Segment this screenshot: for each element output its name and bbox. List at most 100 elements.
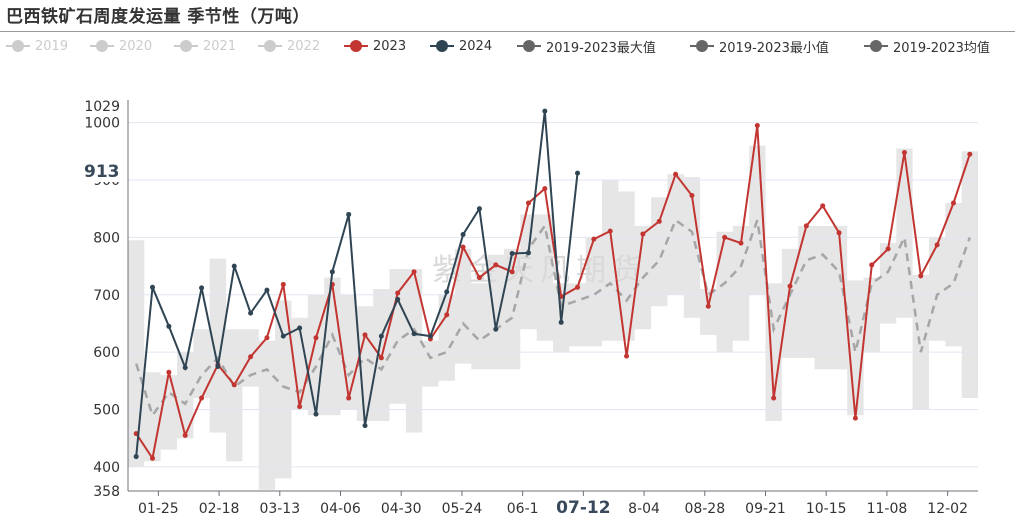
data-point-2023 [166, 369, 172, 375]
data-point-2023 [656, 218, 662, 224]
x-tick-label: 8-04 [628, 501, 660, 517]
data-point-2024 [133, 454, 139, 460]
chart-title: 巴西铁矿石周度发运量 季节性（万吨） [6, 7, 310, 27]
data-point-2023 [836, 230, 842, 236]
data-point-2024 [427, 333, 433, 339]
legend-item-2019-2023最小值[interactable]: 2019-2023最小值 [690, 36, 829, 56]
data-point-2023 [444, 312, 450, 318]
x-tick-label: 04-30 [381, 501, 422, 517]
x-axis-focus-label: 07-12 [556, 498, 610, 518]
legend-item-2019-2023均值[interactable]: 2019-2023均值 [864, 36, 990, 56]
x-tick-label: 04-06 [320, 501, 361, 517]
data-point-2024 [493, 326, 499, 332]
legend-item-2019-2023最大值[interactable]: 2019-2023最大值 [517, 36, 656, 56]
data-point-2024 [199, 285, 205, 291]
legend-swatch [174, 39, 198, 53]
data-point-2023 [754, 123, 760, 129]
title-divider [0, 31, 1015, 32]
legend-item-2023[interactable]: 2023 [344, 36, 406, 56]
data-point-2024 [248, 310, 254, 316]
data-point-2023 [411, 269, 417, 275]
legend-swatch [864, 39, 888, 53]
y-tick-label: 800 [93, 230, 120, 246]
x-tick-label: 01-25 [138, 501, 179, 517]
data-point-2023 [950, 200, 956, 206]
legend-item-2024[interactable]: 2024 [430, 36, 492, 56]
legend-swatch [90, 39, 114, 53]
data-point-2024 [346, 211, 352, 217]
data-point-2023 [378, 355, 384, 361]
x-tick-label: 10-15 [806, 501, 847, 517]
data-point-2024 [362, 423, 368, 429]
data-point-2023 [689, 193, 695, 199]
data-point-2024 [313, 411, 319, 417]
legend-swatch [344, 39, 368, 53]
data-point-2023 [722, 234, 728, 240]
data-point-2023 [803, 223, 809, 229]
data-point-2024 [280, 333, 286, 339]
data-point-2023 [673, 171, 679, 177]
legend-swatch [517, 39, 541, 53]
legend-item-2021[interactable]: 2021 [174, 36, 236, 56]
legend-swatch [430, 39, 454, 53]
x-tick-label: 02-18 [199, 501, 240, 517]
data-point-2024 [264, 287, 270, 293]
legend-item-2020[interactable]: 2020 [90, 36, 152, 56]
y-tick-label: 1029 [84, 99, 120, 115]
y-tick-label: 400 [93, 460, 120, 476]
x-tick-label: 06-1 [507, 501, 539, 517]
data-point-2023 [787, 283, 793, 289]
data-point-2023 [297, 404, 303, 410]
data-point-2024 [395, 296, 401, 302]
data-point-2023 [607, 228, 613, 234]
legend-swatch [690, 39, 714, 53]
data-point-2024 [558, 319, 564, 325]
legend-item-2019[interactable]: 2019 [6, 36, 68, 56]
data-point-2023 [869, 262, 875, 268]
legend-label: 2019-2023最大值 [546, 40, 656, 56]
data-point-2024 [378, 333, 384, 339]
data-point-2023 [280, 281, 286, 287]
data-point-2023 [738, 240, 744, 246]
data-point-2023 [852, 415, 858, 421]
data-point-2023 [199, 395, 205, 401]
data-point-2023 [525, 200, 531, 206]
data-point-2023 [476, 275, 482, 281]
data-point-2023 [901, 149, 907, 155]
legend-label: 2022 [287, 38, 321, 54]
x-tick-label: 03-13 [259, 501, 300, 517]
data-point-2024 [575, 170, 581, 176]
x-tick-label: 12-02 [927, 501, 968, 517]
data-point-2024 [297, 325, 303, 331]
data-point-2023 [918, 273, 924, 279]
data-point-2024 [231, 263, 237, 269]
watermark: 紫金天风期货 [432, 253, 648, 288]
data-point-2023 [248, 354, 254, 360]
data-point-2023 [820, 203, 826, 209]
legend-label: 2020 [119, 38, 153, 54]
range-band [128, 145, 978, 490]
y-tick-label: 500 [93, 403, 120, 419]
data-point-2023 [624, 353, 630, 359]
data-point-2024 [215, 363, 221, 369]
data-point-2024 [411, 331, 417, 337]
x-tick-label: 08-28 [684, 501, 725, 517]
y-tick-label: 358 [93, 484, 120, 500]
data-point-2023 [509, 269, 515, 275]
series-line-2024 [135, 111, 579, 457]
data-point-2024 [444, 289, 450, 295]
y-axis-focus-label: 913 [84, 161, 120, 182]
data-point-2024 [166, 323, 172, 329]
data-point-2023 [705, 303, 711, 309]
legend-label: 2019 [35, 38, 69, 54]
y-tick-label: 1000 [84, 116, 120, 132]
data-point-2023 [150, 455, 156, 461]
data-point-2023 [395, 290, 401, 296]
data-point-2024 [476, 206, 482, 212]
data-point-2024 [542, 108, 548, 114]
data-point-2023 [591, 236, 597, 242]
data-point-2023 [346, 395, 352, 401]
chart-legend: 2019 2020 2021 2022 2023 2024 2019-2023最大值 2019… [0, 36, 1015, 56]
legend-item-2022[interactable]: 2022 [258, 36, 320, 56]
